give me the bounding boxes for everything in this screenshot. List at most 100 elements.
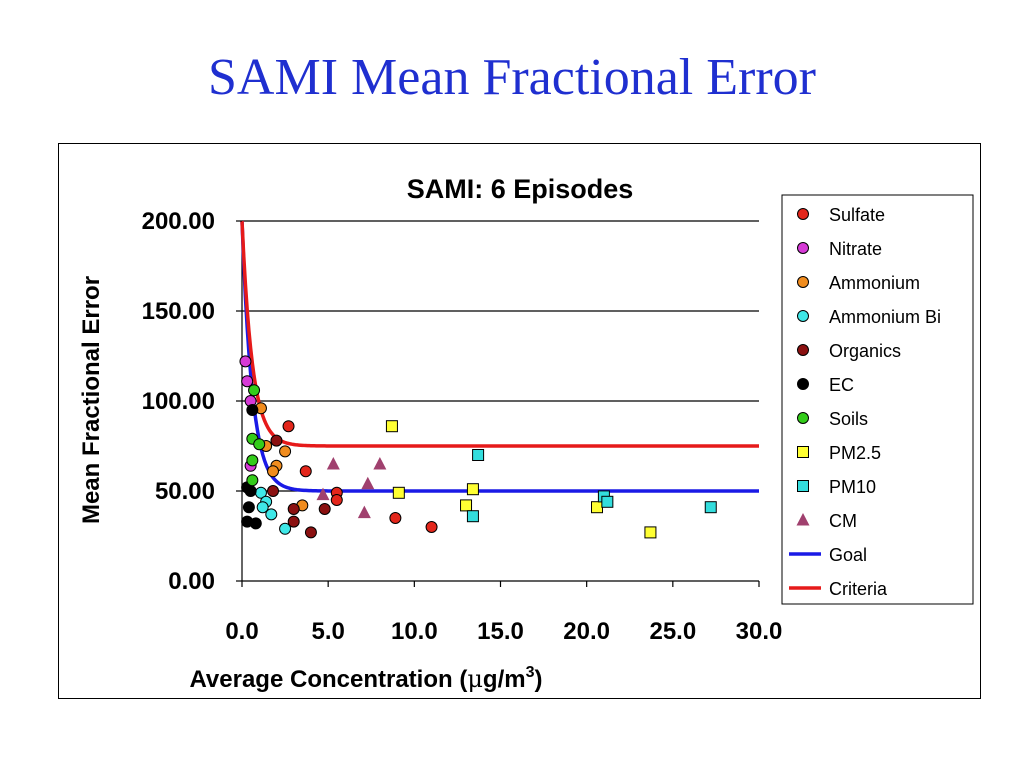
ammonium-bi-point	[265, 508, 278, 521]
legend-swatch	[797, 446, 809, 458]
tick-labels: 0.00 50.00 100.00 150.00 200.00 0.0 5.0 10.0 15.…	[142, 208, 783, 645]
x-tick-label-5-0: 5.0	[311, 618, 344, 645]
legend-label: Criteria	[829, 579, 888, 599]
legend-swatch	[797, 276, 809, 288]
x-axis-label-sup: 3	[526, 664, 535, 681]
legend-label: PM2.5	[829, 443, 881, 463]
y-tick-label-50-00: 50.00	[155, 478, 215, 505]
legend-items: Sulfate Nitrate Ammonium Ammonium Bi Organic…	[789, 205, 941, 599]
legend-item-cm: CM	[796, 511, 857, 531]
series-sulfate	[282, 420, 438, 533]
y-tick-label-100-00: 100.00	[142, 388, 215, 415]
chart-title: SAMI: 6 Episodes	[407, 174, 634, 204]
legend-label: EC	[829, 375, 854, 395]
legend-swatch	[797, 344, 809, 356]
pm2-5-point	[392, 486, 405, 499]
pm2-5-point	[591, 501, 604, 514]
criteria-line	[240, 220, 759, 448]
x-tick-label-10-0: 10.0	[391, 618, 438, 645]
legend-swatch	[797, 378, 809, 390]
legend-item-nitrate: Nitrate	[797, 239, 882, 259]
goal-line	[240, 220, 759, 493]
ammonium-point	[279, 445, 292, 458]
scatter-chart: SAMI: 6 Episodes 0.00 50.00 100.00 150.00 20…	[78, 174, 974, 693]
legend-swatch	[797, 412, 809, 424]
sulfate-point	[299, 465, 312, 478]
legend-swatch	[797, 208, 809, 220]
pm10-point	[472, 449, 485, 461]
pm2-5-point	[466, 483, 479, 496]
legend-label: Ammonium Bi	[829, 307, 941, 327]
x-tick-label-15-0: 15.0	[477, 618, 524, 645]
fit-lines	[240, 220, 759, 493]
cm-point	[316, 487, 330, 501]
series-ec	[241, 404, 262, 530]
soils-point	[246, 474, 259, 487]
sulfate-point	[282, 420, 295, 433]
legend-box	[781, 194, 974, 605]
cm-point	[326, 457, 340, 470]
nitrate-point	[239, 355, 252, 368]
ec-point	[244, 485, 257, 497]
organics-point	[267, 485, 280, 497]
sulfate-point	[330, 494, 343, 506]
legend-swatch	[796, 513, 810, 526]
data-points	[239, 355, 717, 539]
ec-point	[246, 404, 259, 416]
y-tick-label-0-00: 0.00	[168, 568, 215, 595]
pm2-5-point	[385, 420, 398, 433]
soils-point	[248, 384, 261, 397]
ammonium-bi-point	[279, 522, 292, 535]
legend-item-pm10: PM10	[797, 477, 876, 497]
cm-point	[361, 476, 375, 490]
legend-item-ec: EC	[797, 375, 854, 395]
organics-point	[287, 503, 300, 515]
y-axis-label: Mean Fractional Error	[78, 276, 105, 524]
organics-point	[318, 503, 331, 515]
pm10-point	[466, 510, 479, 523]
x-axis-label: Average Concentration (μg/m3)	[189, 664, 542, 693]
x-tick-label-25-0: 25.0	[649, 618, 696, 645]
legend-label: Nitrate	[829, 239, 882, 259]
legend-label: Sulfate	[829, 205, 885, 225]
gridlines	[242, 220, 759, 492]
legend-swatch	[797, 310, 809, 322]
organics-point	[304, 526, 317, 539]
legend-label: PM10	[829, 477, 876, 497]
ammonium-point	[267, 465, 280, 478]
legend-label: CM	[829, 511, 857, 531]
x-axis-label-prefix: Average Concentration (	[189, 666, 467, 693]
series-ammonium-bi	[254, 486, 292, 535]
legend-item-criteria: Criteria	[789, 579, 888, 599]
x-tick-label-0-0: 0.0	[225, 618, 258, 645]
x-axis-label-unit: g/m	[483, 666, 526, 693]
cm-point	[373, 457, 387, 470]
y-tick-label-150-00: 150.00	[142, 298, 215, 325]
ammonium-bi-point	[256, 501, 269, 514]
x-tick-label-30-0: 30.0	[736, 618, 783, 645]
legend-item-ammonium: Ammonium	[797, 273, 920, 293]
series-pm2-5	[385, 420, 657, 539]
legend-item-soils: Soils	[797, 409, 868, 429]
series-pm10	[466, 449, 717, 523]
pm10-point	[601, 495, 614, 508]
sulfate-point	[389, 512, 402, 524]
x-tick-label-20-0: 20.0	[563, 618, 610, 645]
chart-frame: SAMI: 6 Episodes 0.00 50.00 100.00 150.00 20…	[58, 143, 981, 699]
legend-item-sulfate: Sulfate	[797, 205, 885, 225]
legend-item-pm2-5: PM2.5	[797, 443, 881, 463]
legend-label: Ammonium	[829, 273, 920, 293]
nitrate-point	[241, 375, 254, 388]
series-organics	[267, 434, 331, 539]
legend-item-goal: Goal	[789, 545, 867, 565]
legend-item-ammonium-bi: Ammonium Bi	[797, 307, 941, 327]
legend-label: Goal	[829, 545, 867, 565]
y-tick-label-200-00: 200.00	[142, 208, 215, 235]
ec-point	[249, 517, 262, 530]
x-axis-label-mu: μ	[467, 665, 483, 693]
soils-point	[246, 454, 259, 467]
pm2-5-point	[644, 526, 657, 539]
sulfate-point	[425, 521, 438, 533]
legend-swatch	[797, 480, 809, 492]
legend-label: Soils	[829, 409, 868, 429]
